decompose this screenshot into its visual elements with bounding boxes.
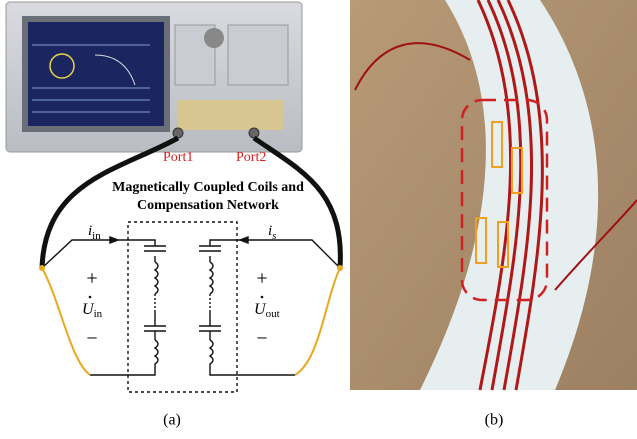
current-label: iin <box>88 223 101 241</box>
dot-accent <box>261 296 264 299</box>
lead-wire <box>295 268 340 375</box>
terminal <box>39 265 45 271</box>
network-title: Compensation Network <box>137 198 279 213</box>
minus-sign: − <box>86 328 97 350</box>
coil-photo <box>350 0 637 390</box>
label-part: out <box>266 308 280 320</box>
figure: Port1 Port2 Magnetically Coupled Coils a… <box>0 0 637 439</box>
minus-sign: − <box>256 328 267 350</box>
panel-caption: (b) <box>485 412 504 429</box>
port-label: Port2 <box>236 150 266 165</box>
plus-sign: + <box>256 268 267 290</box>
label-part: in <box>94 308 103 320</box>
dot-accent <box>89 296 92 299</box>
terminal <box>337 265 343 271</box>
network-analyzer <box>6 2 302 152</box>
label-part: s <box>272 230 276 242</box>
panel-caption: (a) <box>163 412 181 429</box>
lead-wire <box>42 268 90 375</box>
label-part: in <box>92 230 101 242</box>
voltage-label: Uout <box>254 301 280 320</box>
port-label: Port1 <box>163 150 193 165</box>
voltage-label: Uin <box>82 301 103 320</box>
current-label: is <box>268 223 276 241</box>
plus-sign: + <box>86 268 97 290</box>
network-title: Magnetically Coupled Coils and <box>112 180 304 195</box>
